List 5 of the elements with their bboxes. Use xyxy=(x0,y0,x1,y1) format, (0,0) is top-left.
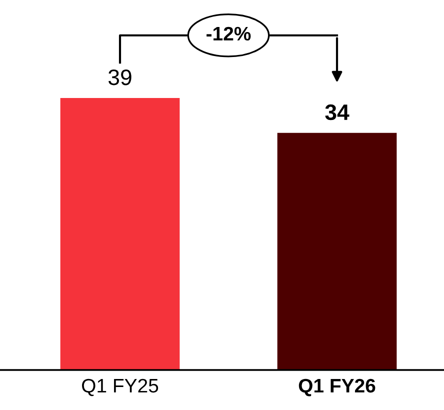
data-label: 39 xyxy=(108,69,132,86)
x-tick-label: Q1 FY26 xyxy=(298,378,376,396)
text: -12% xyxy=(206,26,251,41)
data-label: 34 xyxy=(325,104,350,120)
x-tick-label: Q1 FY25 xyxy=(82,378,158,396)
